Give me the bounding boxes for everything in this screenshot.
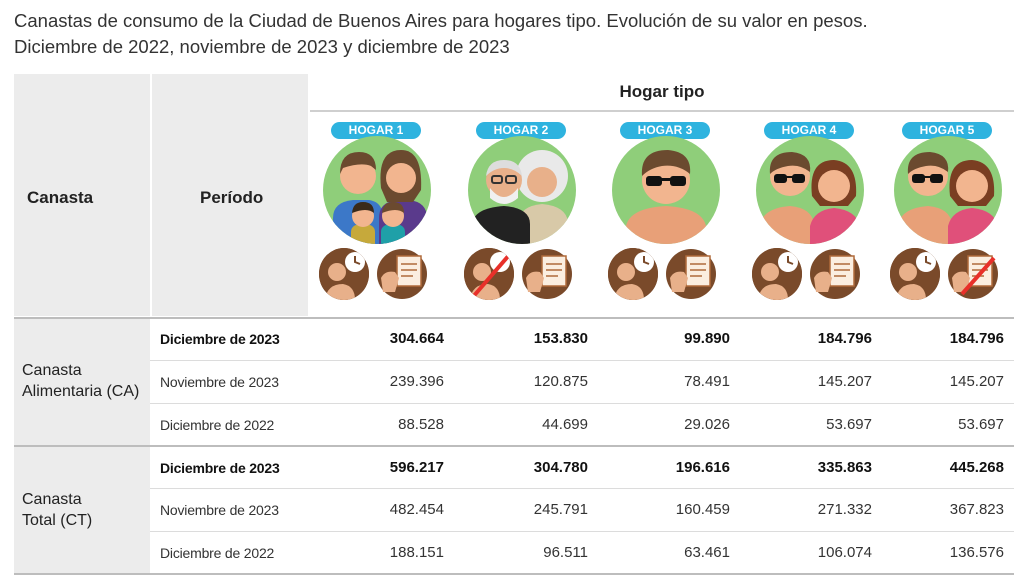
hogar-2-badge: HOGAR 2 — [476, 122, 566, 139]
ca-row-1-period: Diciembre de 2023 — [160, 331, 280, 347]
ca-row-2-hogar-3: 78.491 — [684, 373, 730, 390]
ct-row-2-hogar-5: 367.823 — [949, 501, 1004, 518]
group-ct-cell: Canasta Total (CT) — [14, 447, 150, 573]
hogar-3-column: HOGAR 3 — [602, 118, 732, 313]
hogar-5-badge: HOGAR 5 — [902, 122, 992, 139]
hogar-2-column: HOGAR 2 — [458, 118, 588, 313]
ct-row-1-hogar-2: 304.780 — [533, 459, 588, 476]
couple-avatar-icon — [894, 136, 1002, 244]
ca-row-2-hogar-2: 120.875 — [533, 373, 588, 390]
table-title: Canastas de consumo de la Ciudad de Buen… — [14, 8, 1014, 60]
ct-row-3-period: Diciembre de 2022 — [160, 545, 275, 561]
ca-row-3-hogar-4: 53.697 — [826, 416, 872, 433]
document-icon — [522, 248, 572, 300]
couple-avatar-icon — [756, 136, 864, 244]
document-icon — [377, 248, 427, 300]
ct-row-1-period: Diciembre de 2023 — [160, 460, 280, 476]
ct-row-3-hogar-5: 136.576 — [949, 544, 1004, 561]
ct-row-1-hogar-1: 596.217 — [389, 459, 444, 476]
elderly-couple-avatar-icon — [468, 136, 576, 244]
ca-row-1-hogar-2: 153.830 — [533, 330, 588, 347]
title-line-2: Diciembre de 2022, noviembre de 2023 y d… — [14, 36, 510, 57]
hogar-1-column: HOGAR 1 — [313, 118, 443, 313]
ca-row-3-hogar-5: 53.697 — [958, 416, 1004, 433]
group-ct-label-2: Total (CT) — [22, 512, 93, 529]
family-avatar-icon — [323, 136, 431, 244]
retiree-icon — [319, 248, 369, 300]
header-periodo: Período — [200, 188, 264, 207]
ct-row-1-hogar-4: 335.863 — [817, 459, 872, 476]
ca-row-1-hogar-5: 184.796 — [949, 330, 1004, 347]
section-divider — [14, 317, 1014, 319]
ct-row-2-hogar-1: 482.454 — [389, 501, 444, 518]
retiree-icon — [890, 248, 940, 300]
header-canasta: Canasta — [27, 188, 94, 207]
ct-row-2-period: Noviembre de 2023 — [160, 502, 279, 518]
ct-row-3-hogar-1: 188.151 — [389, 544, 444, 561]
header-periodo-cell: Período — [150, 74, 308, 316]
table-bottom-border — [14, 573, 1014, 575]
row-divider — [150, 360, 1014, 361]
title-line-1: Canastas de consumo de la Ciudad de Buen… — [14, 10, 868, 31]
group-ct-label-1: Canasta — [22, 491, 82, 508]
retiree-crossed-icon — [464, 248, 514, 300]
group-ca-label-2: Alimentaria (CA) — [22, 383, 140, 400]
row-divider — [150, 531, 1014, 532]
row-divider — [150, 403, 1014, 404]
ca-row-1-hogar-4: 184.796 — [817, 330, 872, 347]
ca-row-1-hogar-3: 99.890 — [684, 330, 730, 347]
group-ca-cell: Canasta Alimentaria (CA) — [14, 319, 150, 445]
ca-row-2-hogar-4: 145.207 — [817, 373, 872, 390]
ct-row-2-hogar-4: 271.332 — [817, 501, 872, 518]
ct-row-3-hogar-3: 63.461 — [684, 544, 730, 561]
header-divider — [310, 110, 1014, 112]
group-ca-label-1: Canasta — [22, 362, 82, 379]
header-canasta-cell: Canasta — [14, 74, 150, 316]
document-icon — [666, 248, 716, 300]
ct-row-1-hogar-5: 445.268 — [949, 459, 1004, 476]
ca-row-3-period: Diciembre de 2022 — [160, 417, 275, 433]
hogar-3-badge: HOGAR 3 — [620, 122, 710, 139]
document-icon — [810, 248, 860, 300]
hogar-5-column: HOGAR 5 — [884, 118, 1014, 313]
ct-row-1-hogar-3: 196.616 — [675, 459, 730, 476]
section-divider — [14, 445, 1014, 447]
hogar-1-badge: HOGAR 1 — [331, 122, 421, 139]
ca-row-3-hogar-1: 88.528 — [398, 416, 444, 433]
retiree-icon — [752, 248, 802, 300]
ca-row-2-hogar-5: 145.207 — [949, 373, 1004, 390]
ct-row-2-hogar-2: 245.791 — [533, 501, 588, 518]
ct-row-3-hogar-2: 96.511 — [543, 544, 588, 561]
ct-row-3-hogar-4: 106.074 — [817, 544, 872, 561]
ca-row-3-hogar-3: 29.026 — [684, 416, 730, 433]
single-man-avatar-icon — [612, 136, 720, 244]
ct-row-2-hogar-3: 160.459 — [675, 501, 730, 518]
retiree-icon — [608, 248, 658, 300]
hogar-4-badge: HOGAR 4 — [764, 122, 854, 139]
row-divider — [150, 488, 1014, 489]
ca-row-3-hogar-2: 44.699 — [542, 416, 588, 433]
hogar-4-column: HOGAR 4 — [746, 118, 876, 313]
ca-row-2-hogar-1: 239.396 — [389, 373, 444, 390]
header-hogar-tipo: Hogar tipo — [619, 82, 705, 101]
document-crossed-icon — [948, 248, 998, 300]
ca-row-2-period: Noviembre de 2023 — [160, 374, 279, 390]
ca-row-1-hogar-1: 304.664 — [389, 330, 444, 347]
